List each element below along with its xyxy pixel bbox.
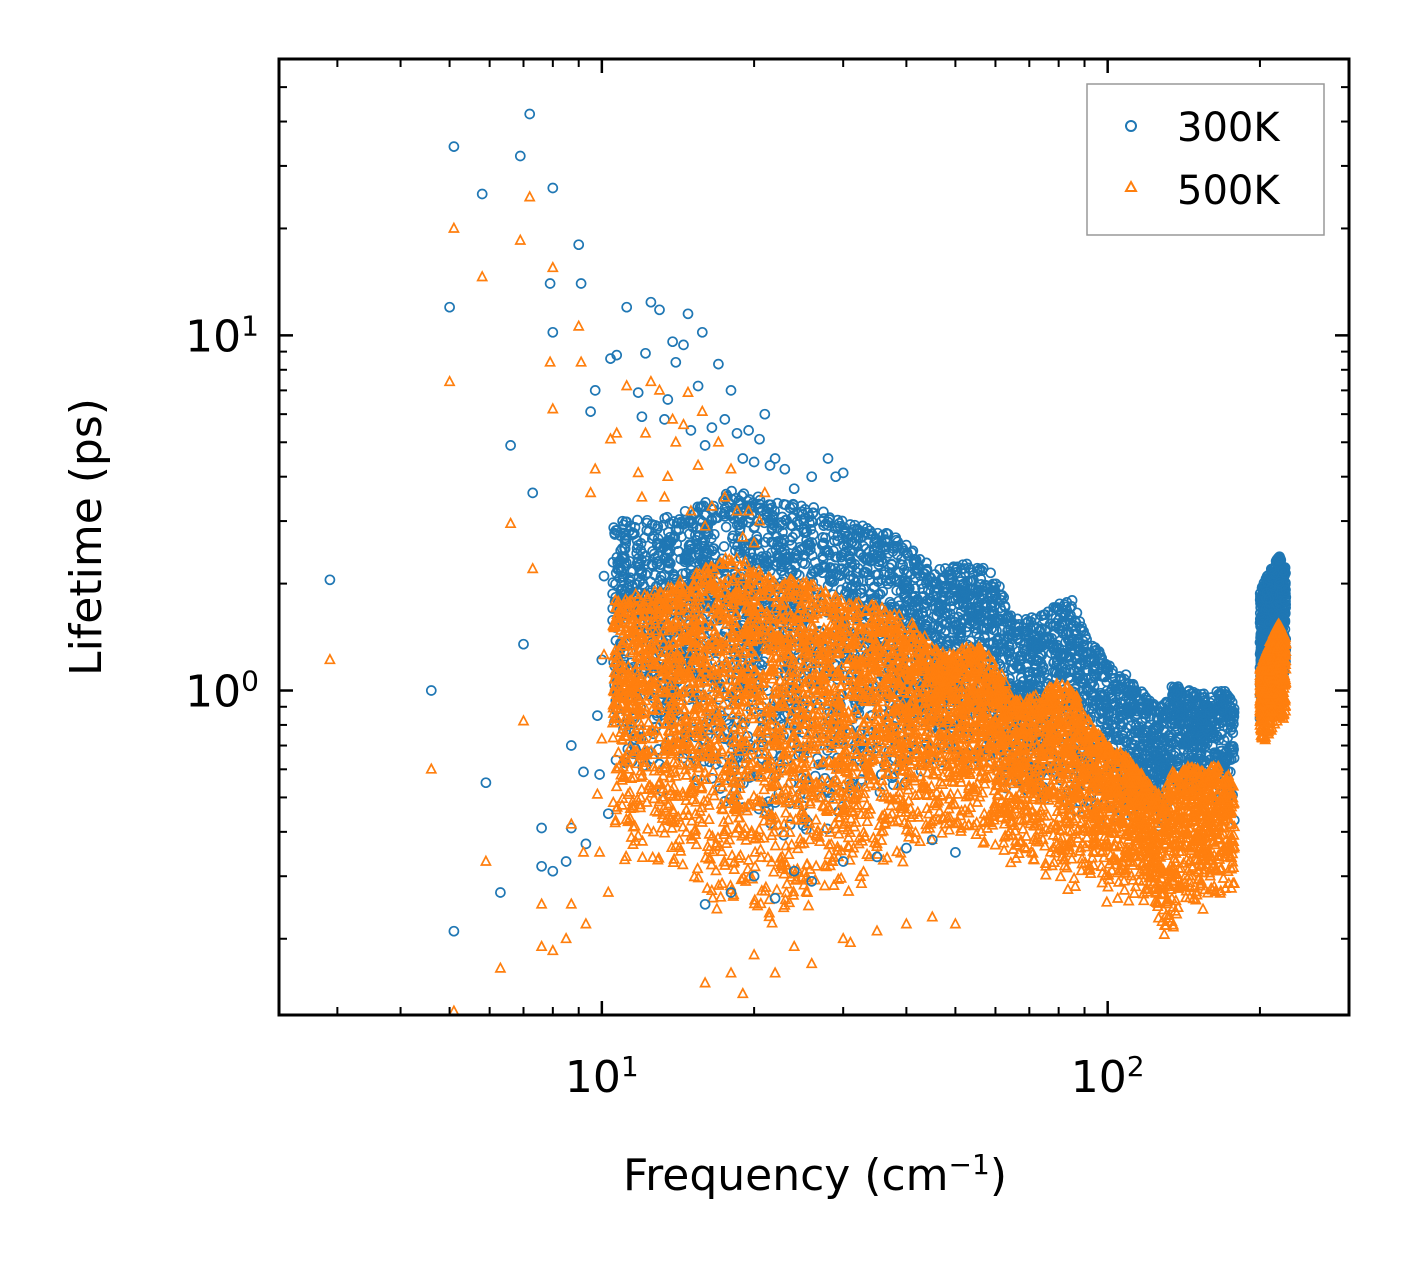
dense-point-300k [849,519,861,531]
dense-point-300k [608,522,620,533]
points-layer [323,108,1292,1015]
dense-point-300k [691,774,703,786]
dense-point-300k [632,514,643,526]
dense-point-300k [720,521,732,533]
dense-point-300k [812,563,824,575]
dense-point-300k [726,494,738,505]
dense-point-300k [934,563,946,575]
dense-point-300k [818,506,829,518]
